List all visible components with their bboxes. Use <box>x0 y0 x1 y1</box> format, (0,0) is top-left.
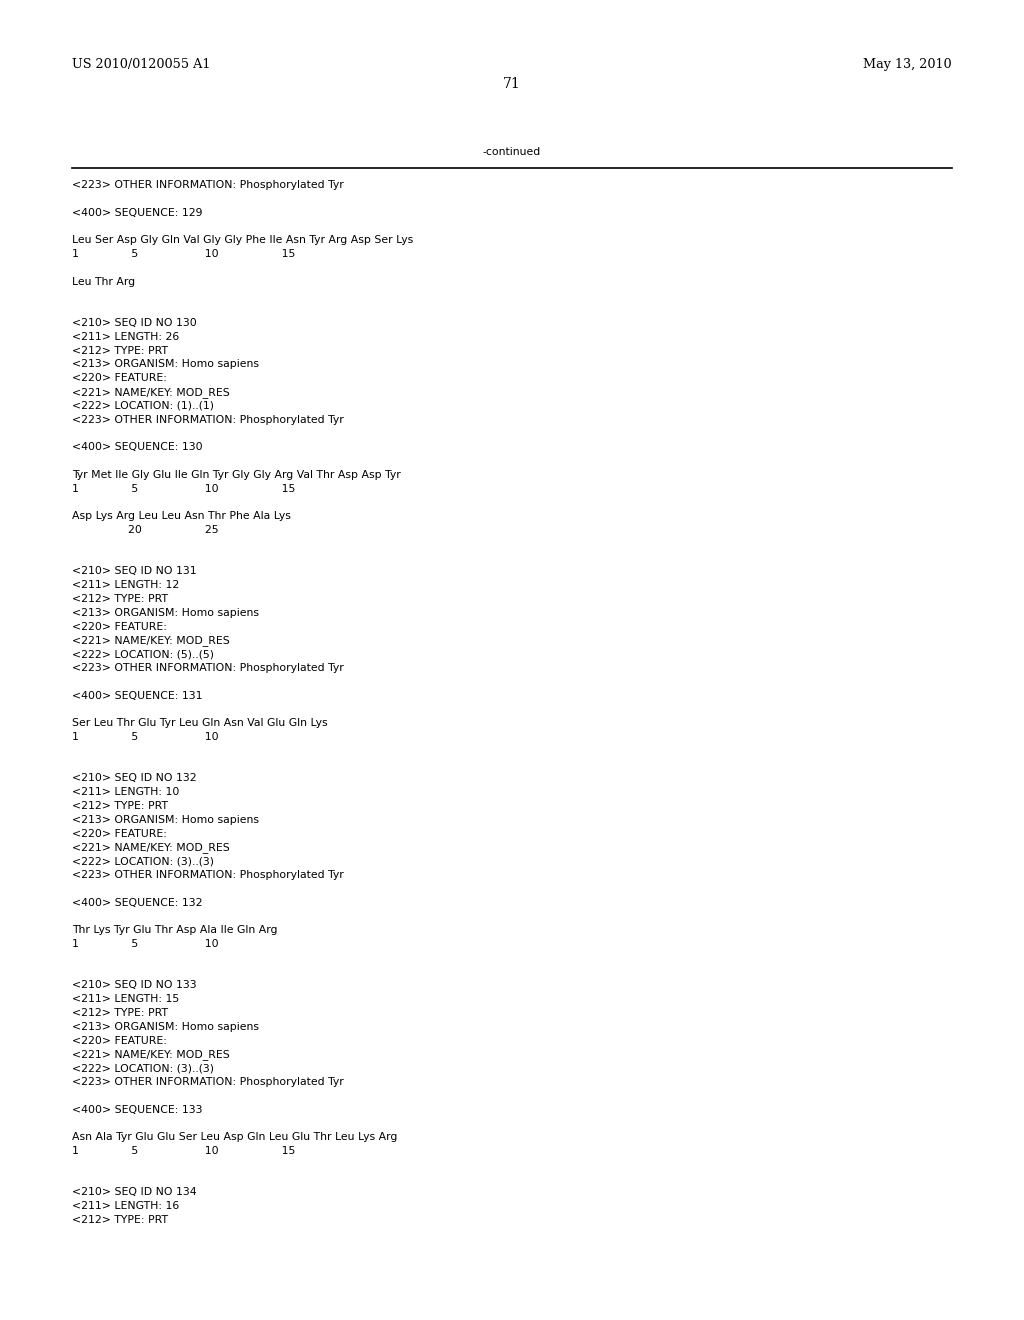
Text: 1               5                   10                  15: 1 5 10 15 <box>72 249 295 259</box>
Text: Asp Lys Arg Leu Leu Asn Thr Phe Ala Lys: Asp Lys Arg Leu Leu Asn Thr Phe Ala Lys <box>72 511 291 521</box>
Text: <223> OTHER INFORMATION: Phosphorylated Tyr: <223> OTHER INFORMATION: Phosphorylated … <box>72 180 344 190</box>
Text: <223> OTHER INFORMATION: Phosphorylated Tyr: <223> OTHER INFORMATION: Phosphorylated … <box>72 870 344 880</box>
Text: <222> LOCATION: (3)..(3): <222> LOCATION: (3)..(3) <box>72 1063 214 1073</box>
Text: <220> FEATURE:: <220> FEATURE: <box>72 374 167 383</box>
Text: <212> TYPE: PRT: <212> TYPE: PRT <box>72 594 168 605</box>
Text: Leu Ser Asp Gly Gln Val Gly Gly Phe Ile Asn Tyr Arg Asp Ser Lys: Leu Ser Asp Gly Gln Val Gly Gly Phe Ile … <box>72 235 414 246</box>
Text: <213> ORGANISM: Homo sapiens: <213> ORGANISM: Homo sapiens <box>72 814 259 825</box>
Text: <212> TYPE: PRT: <212> TYPE: PRT <box>72 801 168 810</box>
Text: <223> OTHER INFORMATION: Phosphorylated Tyr: <223> OTHER INFORMATION: Phosphorylated … <box>72 1077 344 1086</box>
Text: Thr Lys Tyr Glu Thr Asp Ala Ile Gln Arg: Thr Lys Tyr Glu Thr Asp Ala Ile Gln Arg <box>72 925 278 935</box>
Text: <211> LENGTH: 26: <211> LENGTH: 26 <box>72 331 179 342</box>
Text: <400> SEQUENCE: 130: <400> SEQUENCE: 130 <box>72 442 203 453</box>
Text: <400> SEQUENCE: 133: <400> SEQUENCE: 133 <box>72 1105 203 1114</box>
Text: Leu Thr Arg: Leu Thr Arg <box>72 277 135 286</box>
Text: <211> LENGTH: 10: <211> LENGTH: 10 <box>72 787 179 797</box>
Text: <211> LENGTH: 12: <211> LENGTH: 12 <box>72 581 179 590</box>
Text: <221> NAME/KEY: MOD_RES: <221> NAME/KEY: MOD_RES <box>72 842 229 853</box>
Text: 1               5                   10: 1 5 10 <box>72 939 219 949</box>
Text: May 13, 2010: May 13, 2010 <box>863 58 952 71</box>
Text: <223> OTHER INFORMATION: Phosphorylated Tyr: <223> OTHER INFORMATION: Phosphorylated … <box>72 414 344 425</box>
Text: 71: 71 <box>503 77 521 91</box>
Text: <222> LOCATION: (1)..(1): <222> LOCATION: (1)..(1) <box>72 401 214 411</box>
Text: <400> SEQUENCE: 132: <400> SEQUENCE: 132 <box>72 898 203 908</box>
Text: <212> TYPE: PRT: <212> TYPE: PRT <box>72 1214 168 1225</box>
Text: <210> SEQ ID NO 131: <210> SEQ ID NO 131 <box>72 566 197 577</box>
Text: <212> TYPE: PRT: <212> TYPE: PRT <box>72 346 168 355</box>
Text: <211> LENGTH: 16: <211> LENGTH: 16 <box>72 1201 179 1212</box>
Text: Tyr Met Ile Gly Glu Ile Gln Tyr Gly Gly Arg Val Thr Asp Asp Tyr: Tyr Met Ile Gly Glu Ile Gln Tyr Gly Gly … <box>72 470 400 479</box>
Text: 1               5                   10                  15: 1 5 10 15 <box>72 1146 295 1156</box>
Text: <220> FEATURE:: <220> FEATURE: <box>72 829 167 838</box>
Text: Ser Leu Thr Glu Tyr Leu Gln Asn Val Glu Gln Lys: Ser Leu Thr Glu Tyr Leu Gln Asn Val Glu … <box>72 718 328 729</box>
Text: <220> FEATURE:: <220> FEATURE: <box>72 1036 167 1045</box>
Text: <212> TYPE: PRT: <212> TYPE: PRT <box>72 1008 168 1018</box>
Text: <210> SEQ ID NO 134: <210> SEQ ID NO 134 <box>72 1188 197 1197</box>
Text: Asn Ala Tyr Glu Glu Ser Leu Asp Gln Leu Glu Thr Leu Lys Arg: Asn Ala Tyr Glu Glu Ser Leu Asp Gln Leu … <box>72 1133 397 1142</box>
Text: -continued: -continued <box>483 147 541 157</box>
Text: <210> SEQ ID NO 130: <210> SEQ ID NO 130 <box>72 318 197 327</box>
Text: <223> OTHER INFORMATION: Phosphorylated Tyr: <223> OTHER INFORMATION: Phosphorylated … <box>72 663 344 673</box>
Text: <213> ORGANISM: Homo sapiens: <213> ORGANISM: Homo sapiens <box>72 1022 259 1032</box>
Text: 20                  25: 20 25 <box>72 525 219 535</box>
Text: <213> ORGANISM: Homo sapiens: <213> ORGANISM: Homo sapiens <box>72 359 259 370</box>
Text: <210> SEQ ID NO 132: <210> SEQ ID NO 132 <box>72 774 197 783</box>
Text: <221> NAME/KEY: MOD_RES: <221> NAME/KEY: MOD_RES <box>72 1049 229 1060</box>
Text: <222> LOCATION: (5)..(5): <222> LOCATION: (5)..(5) <box>72 649 214 659</box>
Text: <220> FEATURE:: <220> FEATURE: <box>72 622 167 631</box>
Text: <221> NAME/KEY: MOD_RES: <221> NAME/KEY: MOD_RES <box>72 635 229 647</box>
Text: US 2010/0120055 A1: US 2010/0120055 A1 <box>72 58 210 71</box>
Text: 1               5                   10                  15: 1 5 10 15 <box>72 483 295 494</box>
Text: 1               5                   10: 1 5 10 <box>72 733 219 742</box>
Text: <222> LOCATION: (3)..(3): <222> LOCATION: (3)..(3) <box>72 857 214 866</box>
Text: <213> ORGANISM: Homo sapiens: <213> ORGANISM: Homo sapiens <box>72 607 259 618</box>
Text: <221> NAME/KEY: MOD_RES: <221> NAME/KEY: MOD_RES <box>72 387 229 397</box>
Text: <210> SEQ ID NO 133: <210> SEQ ID NO 133 <box>72 981 197 990</box>
Text: <211> LENGTH: 15: <211> LENGTH: 15 <box>72 994 179 1005</box>
Text: <400> SEQUENCE: 131: <400> SEQUENCE: 131 <box>72 690 203 701</box>
Text: <400> SEQUENCE: 129: <400> SEQUENCE: 129 <box>72 207 203 218</box>
